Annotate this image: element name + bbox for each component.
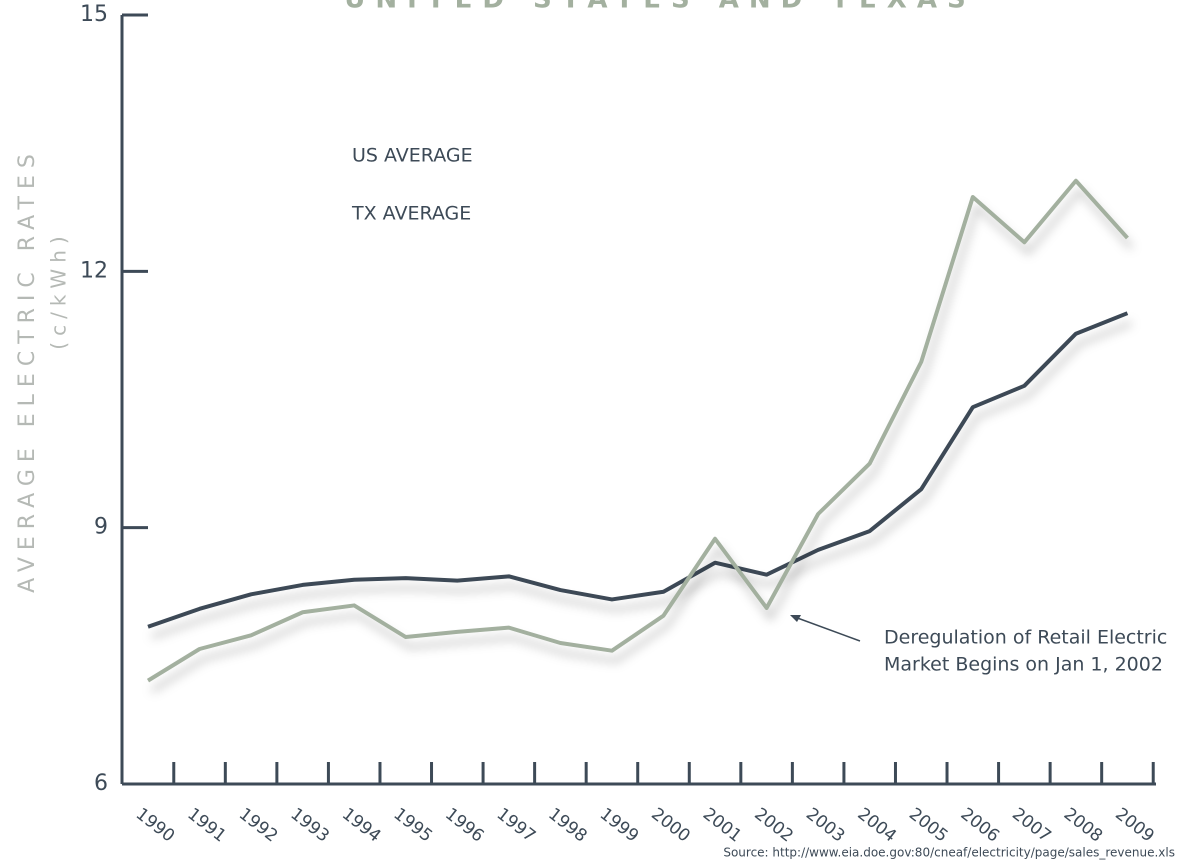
- annotation: Market Begins on Jan 1, 2002: [884, 654, 1163, 676]
- y-tick-label: 9: [94, 515, 108, 540]
- x-tick-label: 2007: [1008, 804, 1054, 846]
- x-tick-label: 1994: [338, 804, 384, 846]
- x-tick-label: 2003: [802, 804, 848, 846]
- y-tick-label: 6: [94, 771, 108, 796]
- x-tick-label: 1997: [493, 804, 539, 846]
- x-tick-label: 2008: [1060, 804, 1106, 846]
- y-axis-unit: (c/kWh): [47, 230, 71, 349]
- y-tick-label: 15: [80, 2, 108, 27]
- series-line: [146, 178, 1129, 683]
- source: Source: http://www.eia.doe.gov:80/cneaf/…: [723, 846, 1175, 860]
- x-tick-label: 2000: [647, 804, 693, 846]
- x-tick-label: 1991: [183, 804, 229, 846]
- chart-title: UNITED STATES AND TEXAS: [344, 0, 975, 15]
- x-tick-label: 1995: [390, 804, 436, 846]
- y-axis-label: AVERAGE ELECTRIC RATES: [15, 147, 40, 593]
- x-tick-label: 2004: [854, 804, 900, 846]
- series-line: [147, 311, 1129, 629]
- x-tick-label: 1992: [235, 804, 281, 846]
- x-tick-label: 2006: [957, 804, 1003, 846]
- legend-label: US AVERAGE: [352, 145, 473, 167]
- x-tick-label: 1998: [544, 804, 590, 846]
- x-tick-label: 1996: [441, 804, 487, 846]
- x-tick-label: 2002: [750, 804, 796, 846]
- x-tick-label: 1999: [596, 804, 642, 846]
- x-tick-label: 1993: [286, 804, 332, 846]
- y-tick-label: 12: [80, 258, 108, 283]
- x-tick-label: 2001: [699, 804, 745, 846]
- x-tick-label: 2009: [1111, 804, 1157, 846]
- legend-label: TX AVERAGE: [351, 203, 471, 225]
- annotation-arrow: [791, 615, 861, 642]
- x-tick-label: 1990: [132, 804, 178, 846]
- annotation-arrowhead: [790, 615, 801, 622]
- x-tick-label: 2005: [905, 804, 951, 846]
- annotation: Deregulation of Retail Electric: [884, 627, 1167, 649]
